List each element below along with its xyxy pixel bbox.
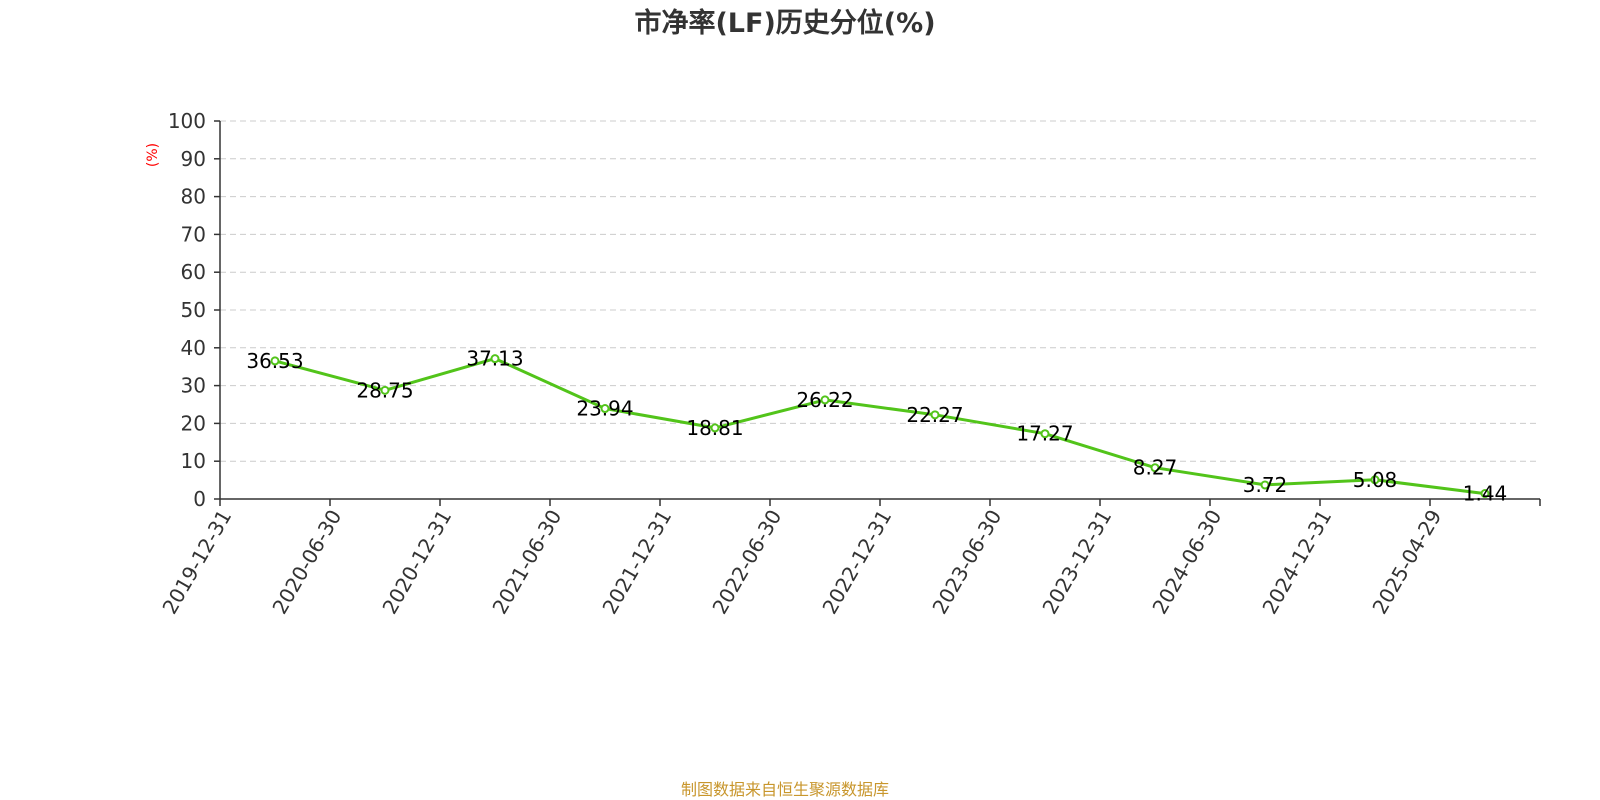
x-tick-label: 2020-06-30	[267, 506, 346, 619]
y-tick-label: 70	[181, 222, 206, 246]
chart-title: 市净率(LF)历史分位(%)	[634, 7, 935, 39]
data-point	[380, 385, 390, 395]
x-tick-label: 2021-06-30	[487, 506, 566, 619]
data-point	[600, 404, 610, 414]
grid-lines	[220, 120, 1540, 462]
data-point	[1040, 429, 1050, 439]
y-tick-label: 80	[181, 185, 206, 209]
data-label: 5.08	[1353, 468, 1398, 492]
x-tick-label: 2024-12-31	[1257, 506, 1336, 619]
data-point	[1480, 489, 1490, 499]
y-tick-label: 50	[181, 298, 206, 322]
data-point	[490, 354, 500, 364]
data-point	[1370, 475, 1380, 485]
x-axis-ticks: 2019-12-31 2020-06-30 2020-12-31 2021-06-30…	[157, 499, 1541, 619]
data-label: 18.81	[686, 416, 743, 440]
y-tick-label: 60	[181, 260, 206, 284]
y-axis-ticks: 0 10 20 30 40 50 60 70 80 90 100	[168, 109, 220, 511]
y-tick-label: 40	[181, 336, 206, 360]
x-tick-label: 2023-06-30	[927, 506, 1006, 619]
x-tick-label: 2025-04-29	[1367, 506, 1446, 619]
data-label: 26.22	[796, 388, 853, 412]
data-point	[930, 410, 940, 420]
y-tick-label: 90	[181, 147, 206, 171]
y-tick-label: 0	[193, 487, 206, 511]
data-label: 17.27	[1016, 422, 1073, 446]
data-label: 36.53	[246, 349, 303, 373]
x-tick-label: 2021-12-31	[597, 506, 676, 619]
data-labels: 36.53 28.75 37.13 23.94 18.81 26.22 22.27 17.27…	[246, 347, 1507, 506]
y-tick-label: 30	[181, 374, 206, 398]
data-label: 8.27	[1133, 456, 1178, 480]
data-point	[1260, 480, 1270, 490]
y-tick-label: 100	[168, 109, 206, 133]
series-line	[274, 357, 1486, 496]
data-point	[270, 356, 280, 366]
x-tick-label: 2022-06-30	[707, 506, 786, 619]
x-tick-label: 2024-06-30	[1147, 506, 1226, 619]
data-label: 28.75	[356, 378, 413, 402]
data-label: 22.27	[906, 403, 963, 427]
data-label: 3.72	[1243, 473, 1288, 497]
source-footer: 制图数据来自恒生聚源数据库	[681, 780, 889, 799]
data-point	[710, 423, 720, 433]
x-tick-label: 2019-12-31	[157, 506, 236, 619]
data-label: 23.94	[576, 397, 633, 421]
data-label: 37.13	[466, 347, 523, 371]
data-point	[1150, 463, 1160, 473]
data-points	[270, 354, 1490, 499]
y-tick-label: 20	[181, 411, 206, 435]
y-tick-label: 10	[181, 449, 206, 473]
data-point	[820, 395, 830, 405]
y-axis-label: (%)	[145, 143, 161, 167]
x-tick-label: 2022-12-31	[817, 506, 896, 619]
x-tick-label: 2023-12-31	[1037, 506, 1116, 619]
x-tick-label: 2020-12-31	[377, 506, 456, 619]
data-label: 1.44	[1463, 482, 1508, 506]
